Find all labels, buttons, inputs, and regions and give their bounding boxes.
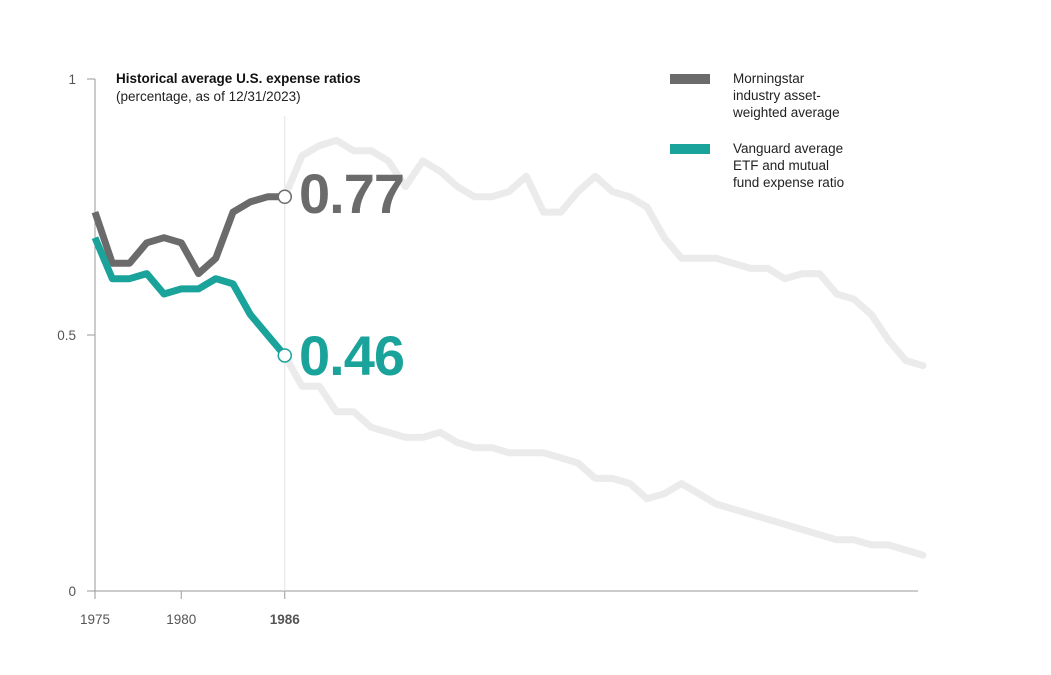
x-tick-label: 1980 [166,612,196,627]
legend-label-vanguard: Vanguard average ETF and mutual fund expen… [733,141,845,190]
series-line-0 [91,193,285,278]
y-tick-label: 0 [68,584,76,599]
series-faded-line-1 [281,352,927,559]
legend-swatch-morningstar [670,74,710,84]
legend-swatch-vanguard [670,144,710,154]
chart-title: Historical average U.S. expense ratios [116,71,361,86]
series-end-marker-0 [277,189,292,205]
y-tick-label: 0.5 [57,328,76,343]
series-faded-line-0 [281,136,927,370]
legend-label-morningstar: Morningstar industry asset-weighted avera… [733,71,840,120]
morningstar-end-value: 0.77 [299,162,405,225]
series-line-1 [91,236,288,358]
y-tick-label: 1 [68,72,76,87]
chart-subtitle: (percentage, as of 12/31/2023) [116,89,301,104]
vanguard-end-value: 0.46 [299,324,405,387]
series-end-marker-1 [277,348,292,363]
x-tick-label: 1986 [270,612,301,627]
x-tick-label: 1975 [80,612,110,627]
